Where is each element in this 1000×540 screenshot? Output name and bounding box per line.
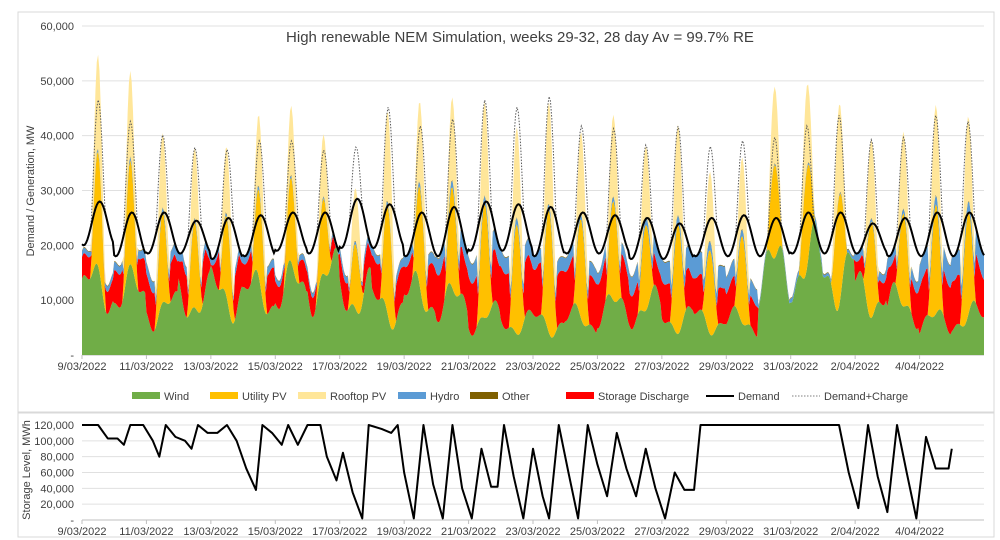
bottom-x-tick-label: 31/03/2022 bbox=[763, 526, 818, 538]
legend-swatch-rooftop-pv bbox=[298, 392, 326, 399]
bottom-x-tick-label: 23/03/2022 bbox=[505, 526, 560, 538]
legend-swatch-utility-pv bbox=[210, 392, 238, 399]
top-x-tick-label: 21/03/2022 bbox=[441, 361, 496, 373]
top-x-tick-label: 23/03/2022 bbox=[505, 361, 560, 373]
legend-swatch-storage-discharge bbox=[566, 392, 594, 399]
wind-area bbox=[82, 220, 984, 355]
legend-swatch-hydro bbox=[398, 392, 426, 399]
legend-label: Rooftop PV bbox=[330, 391, 387, 403]
demand-line bbox=[81, 197, 985, 261]
top-x-tick-label: 13/03/2022 bbox=[183, 361, 238, 373]
bottom-x-tick-labels: 9/03/2022 11/03/2022 13/03/2022 15/03/2022 1… bbox=[58, 520, 944, 538]
top-demand-lines bbox=[81, 96, 985, 261]
legend-label: Other bbox=[502, 391, 530, 403]
legend-label: Wind bbox=[164, 391, 189, 403]
legend-label: Hydro bbox=[430, 391, 459, 403]
bottom-y-tick-label: - bbox=[70, 515, 74, 527]
bottom-x-tick-label: 19/03/2022 bbox=[377, 526, 432, 538]
top-x-tick-labels: 9/03/2022 11/03/2022 13/03/2022 15/03/2022 1… bbox=[58, 355, 944, 373]
bottom-storage-line bbox=[82, 424, 953, 520]
bottom-x-tick-label: 2/04/2022 bbox=[831, 526, 880, 538]
bottom-x-tick-label: 25/03/2022 bbox=[570, 526, 625, 538]
top-x-tick-label: 9/03/2022 bbox=[58, 361, 107, 373]
top-legend: Wind Utility PV Rooftop PV Hydro Other Storag… bbox=[132, 391, 908, 403]
top-x-tick-label: 2/04/2022 bbox=[831, 361, 880, 373]
top-x-tick-label: 17/03/2022 bbox=[312, 361, 367, 373]
top-x-tick-label: 31/03/2022 bbox=[763, 361, 818, 373]
top-x-tick-label: 29/03/2022 bbox=[699, 361, 754, 373]
rooftop-pv-area bbox=[82, 54, 984, 306]
legend-swatch-wind bbox=[132, 392, 160, 399]
legend-swatch-other bbox=[470, 392, 498, 399]
storage-level-line bbox=[82, 424, 953, 520]
bottom-y-tick-label: 100,000 bbox=[34, 436, 74, 448]
bottom-y-tick-label: 20,000 bbox=[40, 499, 74, 511]
legend-label: Demand bbox=[738, 391, 780, 403]
top-x-tick-label: 27/03/2022 bbox=[634, 361, 689, 373]
bottom-x-tick-label: 17/03/2022 bbox=[312, 526, 367, 538]
top-x-tick-label: 15/03/2022 bbox=[248, 361, 303, 373]
bottom-x-tick-label: 27/03/2022 bbox=[634, 526, 689, 538]
top-y-tick-label: 30,000 bbox=[40, 186, 74, 198]
top-y-tick-labels: - 10,000 20,000 30,000 40,000 50,000 60,000 bbox=[40, 21, 74, 362]
bottom-x-tick-label: 21/03/2022 bbox=[441, 526, 496, 538]
top-x-tick-label: 19/03/2022 bbox=[377, 361, 432, 373]
top-chart-title: High renewable NEM Simulation, weeks 29-… bbox=[286, 29, 754, 46]
bottom-y-tick-label: 120,000 bbox=[34, 420, 74, 432]
bottom-x-tick-label: 11/03/2022 bbox=[119, 526, 173, 538]
bottom-x-tick-label: 15/03/2022 bbox=[248, 526, 303, 538]
hydro-area bbox=[82, 149, 984, 309]
top-x-tick-label: 4/04/2022 bbox=[895, 361, 944, 373]
bottom-x-tick-label: 13/03/2022 bbox=[183, 526, 238, 538]
top-y-tick-label: 50,000 bbox=[40, 76, 74, 88]
bottom-y-tick-label: 80,000 bbox=[40, 452, 74, 464]
bottom-x-tick-label: 9/03/2022 bbox=[58, 526, 107, 538]
top-y-tick-label: 20,000 bbox=[40, 240, 74, 252]
bottom-y-axis-title: Storage Level, MWh bbox=[21, 420, 33, 520]
bottom-y-tick-label: 40,000 bbox=[40, 483, 74, 495]
bottom-y-tick-label: 60,000 bbox=[40, 468, 74, 480]
bottom-x-tick-label: 4/04/2022 bbox=[895, 526, 944, 538]
top-y-tick-label: 10,000 bbox=[40, 295, 74, 307]
storage-discharge-area bbox=[82, 151, 984, 338]
top-y-tick-label: - bbox=[70, 350, 74, 362]
bottom-x-tick-label: 29/03/2022 bbox=[699, 526, 754, 538]
top-y-tick-label: 60,000 bbox=[40, 21, 74, 33]
bottom-chart-frame bbox=[17, 412, 995, 538]
top-x-tick-label: 25/03/2022 bbox=[570, 361, 625, 373]
legend-label: Demand+Charge bbox=[824, 391, 908, 403]
utility-pv-area bbox=[82, 151, 984, 338]
top-x-tick-label: 11/03/2022 bbox=[119, 361, 173, 373]
top-chart-frame bbox=[17, 11, 995, 413]
top-y-tick-label: 40,000 bbox=[40, 131, 74, 143]
legend-label: Storage Discharge bbox=[598, 391, 689, 403]
bottom-y-tick-labels: - 20,000 40,000 60,000 80,000 100,000 120,000 bbox=[34, 420, 74, 527]
top-y-axis-title: Demand / Generation, MW bbox=[25, 125, 37, 256]
top-stacked-areas bbox=[82, 54, 984, 355]
legend-label: Utility PV bbox=[242, 391, 287, 403]
